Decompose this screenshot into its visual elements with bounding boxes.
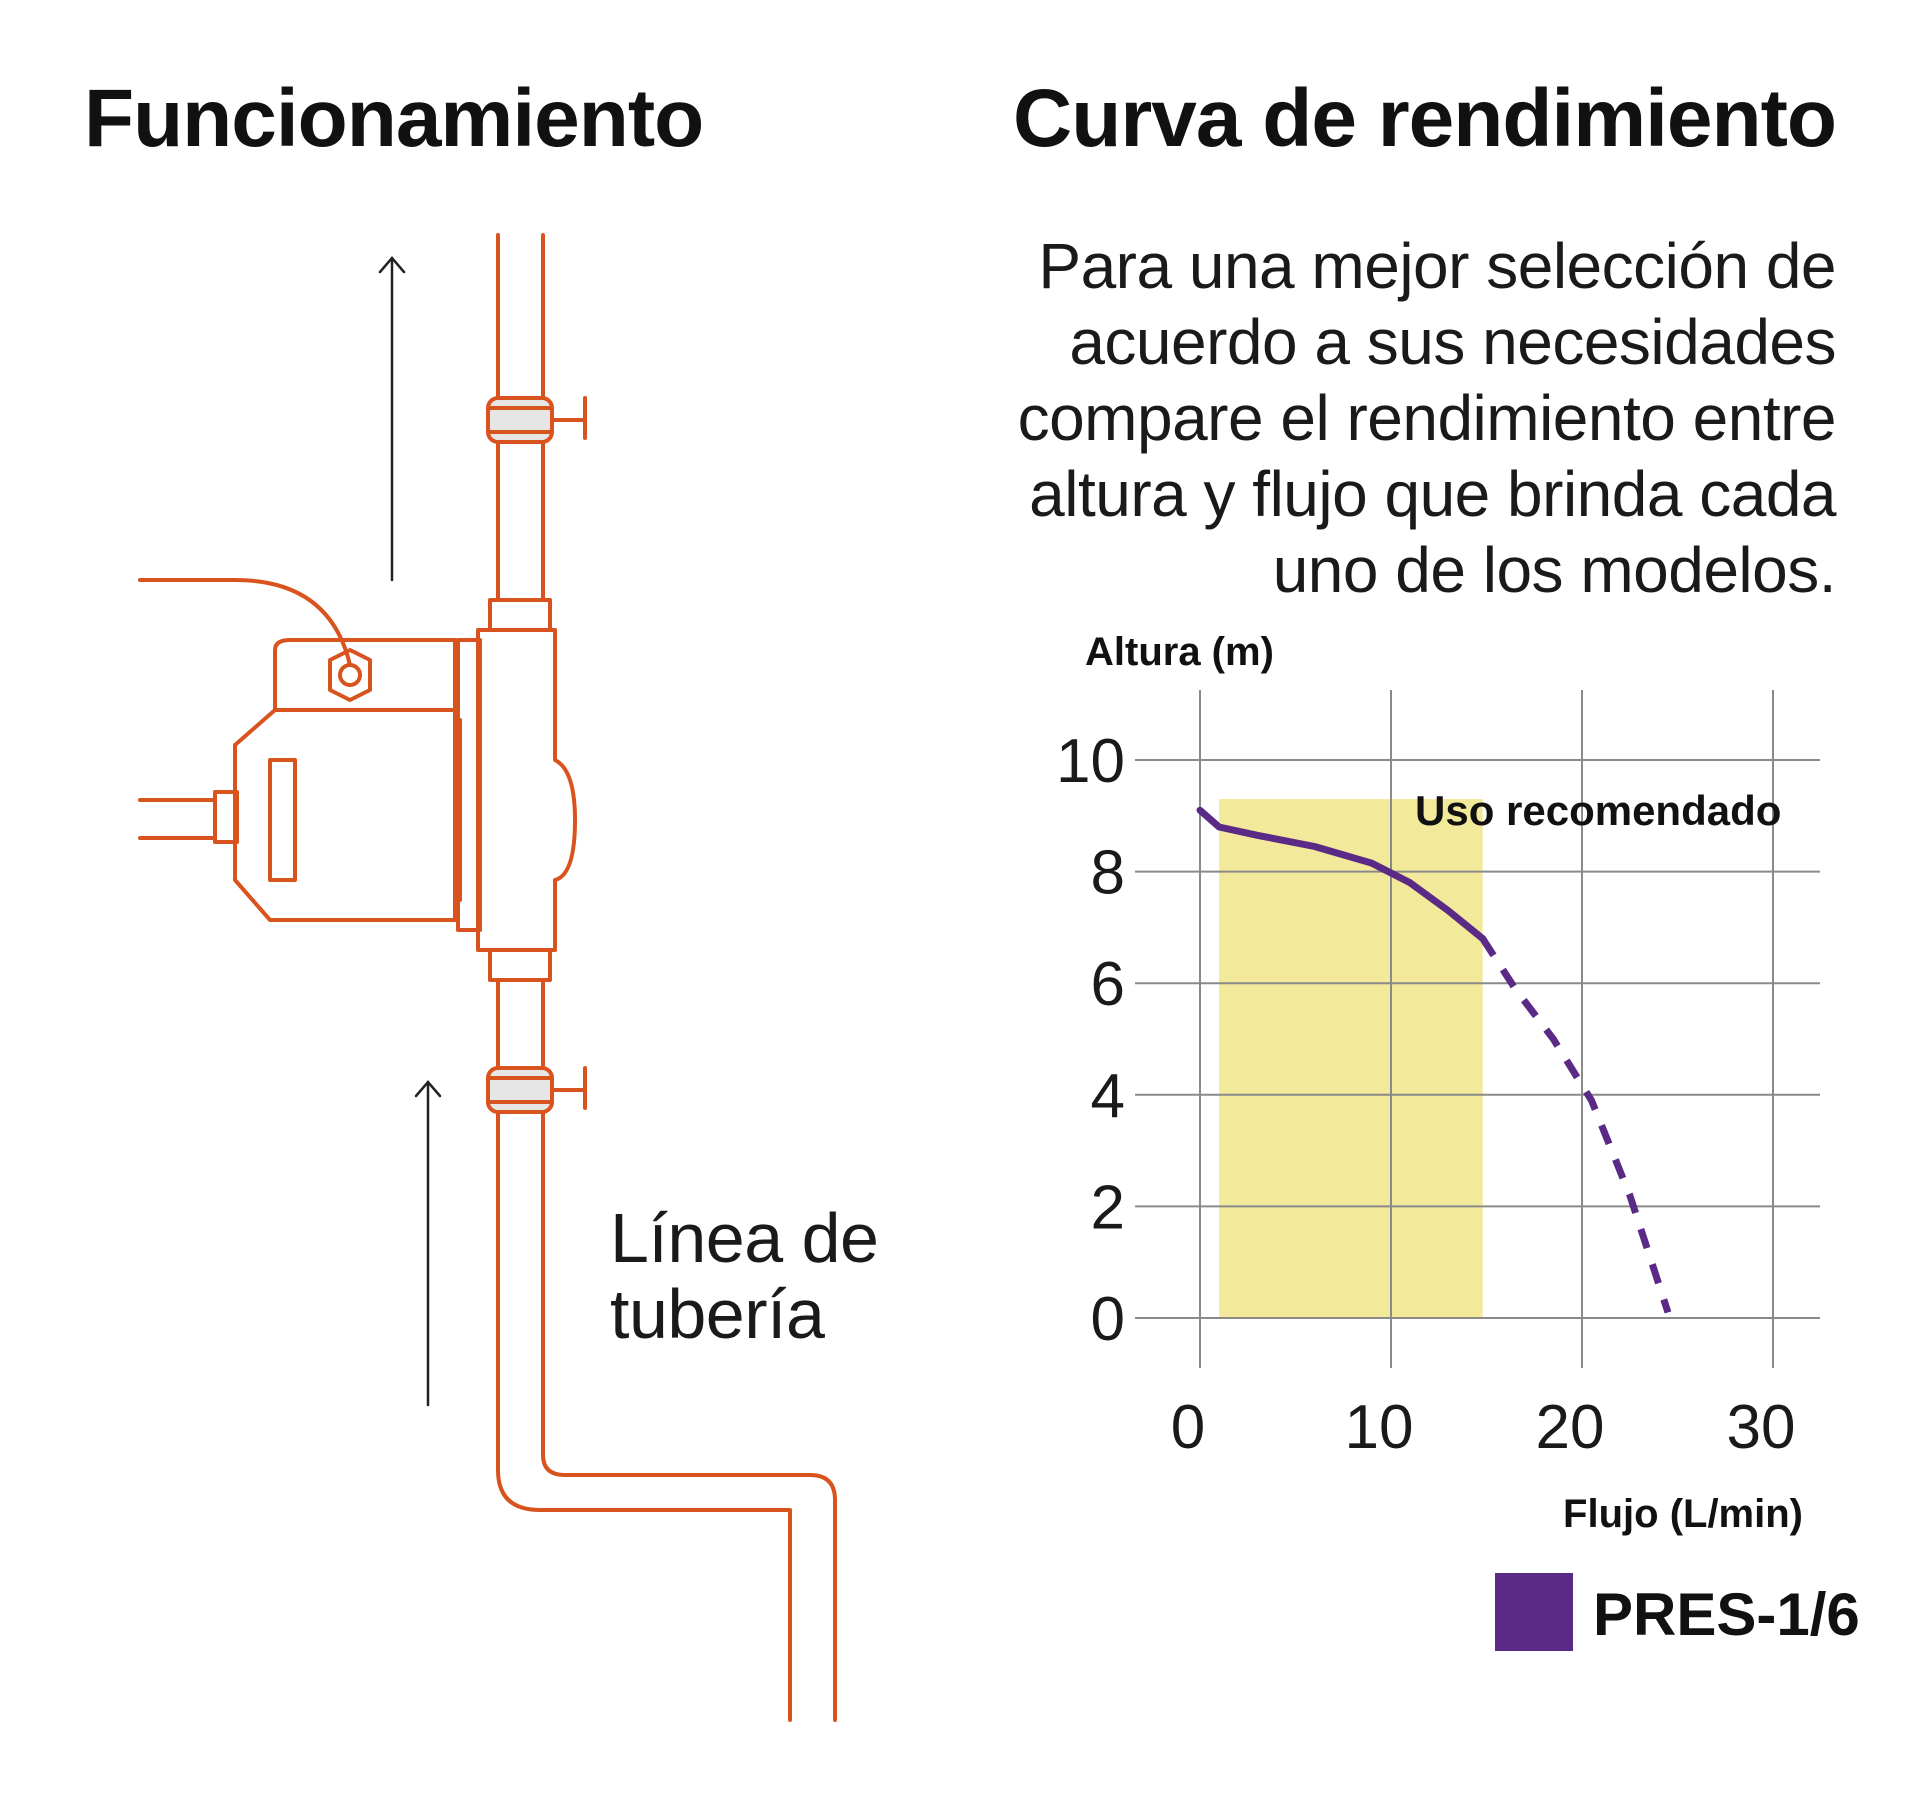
legend-swatch bbox=[1495, 1573, 1573, 1651]
pump-body bbox=[138, 578, 577, 982]
lower-valve bbox=[486, 1066, 587, 1114]
y-tick-label: 0 bbox=[1091, 1285, 1125, 1354]
legend-label: PRES-1/6 bbox=[1593, 1581, 1860, 1648]
chart-description: Para una mejor selección de acuerdo a su… bbox=[976, 228, 1837, 608]
description-line: acuerdo a sus necesidades bbox=[1069, 306, 1836, 378]
pipe-lower-inner-wall bbox=[496, 973, 792, 1722]
pipe-label-line: Línea de bbox=[610, 1199, 879, 1277]
y-tick-label: 6 bbox=[1091, 950, 1125, 1019]
x-tick-label: 20 bbox=[1536, 1393, 1605, 1462]
recommended-use-zone bbox=[1219, 799, 1483, 1318]
performance-curve-dashed bbox=[1479, 936, 1672, 1314]
y-tick-label: 4 bbox=[1091, 1062, 1125, 1131]
pipe-lower-outer-wall bbox=[541, 973, 837, 1722]
description-line: compare el rendimiento entre bbox=[1017, 382, 1837, 454]
y-tick-label: 10 bbox=[1056, 727, 1125, 796]
flow-up-arrow-bottom bbox=[414, 1080, 442, 1407]
chart-section-title: Curva de rendimiento bbox=[1013, 73, 1837, 164]
y-tick-label: 8 bbox=[1091, 839, 1125, 908]
recommended-use-label: Uso recomendado bbox=[1415, 787, 1781, 834]
description-line: altura y flujo que brinda cada bbox=[1029, 458, 1836, 530]
y-tick-label: 2 bbox=[1091, 1173, 1125, 1242]
y-axis-title: Altura (m) bbox=[1085, 630, 1274, 674]
upper-valve bbox=[486, 396, 587, 444]
pipe-line-label: Línea de tubería bbox=[610, 1199, 879, 1353]
x-tick-label: 0 bbox=[1171, 1393, 1205, 1462]
x-tick-label: 10 bbox=[1345, 1393, 1414, 1462]
performance-curve-solid bbox=[1196, 806, 1487, 943]
description-line: Para una mejor selección de bbox=[1038, 230, 1836, 302]
x-tick-label: 30 bbox=[1727, 1393, 1796, 1462]
funcionamiento-title: Funcionamiento bbox=[84, 73, 704, 164]
pipe-label-line: tubería bbox=[610, 1275, 825, 1353]
flow-up-arrow-top bbox=[378, 256, 406, 582]
x-axis-title: Flujo (L/min) bbox=[1563, 1492, 1803, 1536]
description-line: uno de los modelos. bbox=[1272, 534, 1837, 606]
